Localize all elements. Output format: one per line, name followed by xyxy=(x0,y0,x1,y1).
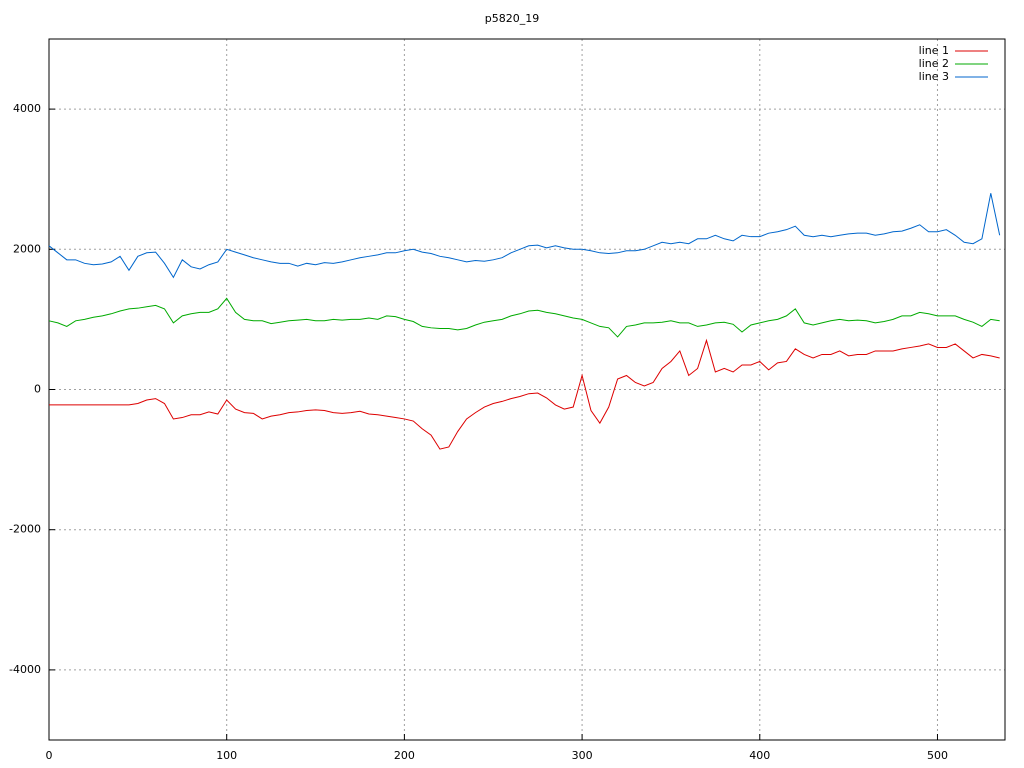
x-tick-label: 300 xyxy=(572,749,593,762)
y-tick-label: -2000 xyxy=(9,523,41,536)
legend-label: line 2 xyxy=(919,57,949,70)
y-tick-label: 4000 xyxy=(13,102,41,115)
plot-border xyxy=(48,38,1006,741)
y-tick-label: 2000 xyxy=(13,242,41,255)
series-line xyxy=(48,193,1001,279)
series-line xyxy=(49,338,1000,450)
x-tick-label: 500 xyxy=(927,749,948,762)
series-line xyxy=(48,297,1000,338)
x-tick-label: 0 xyxy=(46,749,53,762)
x-tick-label: 400 xyxy=(749,749,770,762)
x-tick-label: 200 xyxy=(394,749,415,762)
legend-label: line 1 xyxy=(919,44,949,57)
y-tick-label: -4000 xyxy=(9,663,41,676)
x-tick-label: 100 xyxy=(216,749,237,762)
y-tick-label: 0 xyxy=(34,383,41,396)
chart-title: p5820_19 xyxy=(485,12,539,25)
legend-label: line 3 xyxy=(919,70,949,83)
